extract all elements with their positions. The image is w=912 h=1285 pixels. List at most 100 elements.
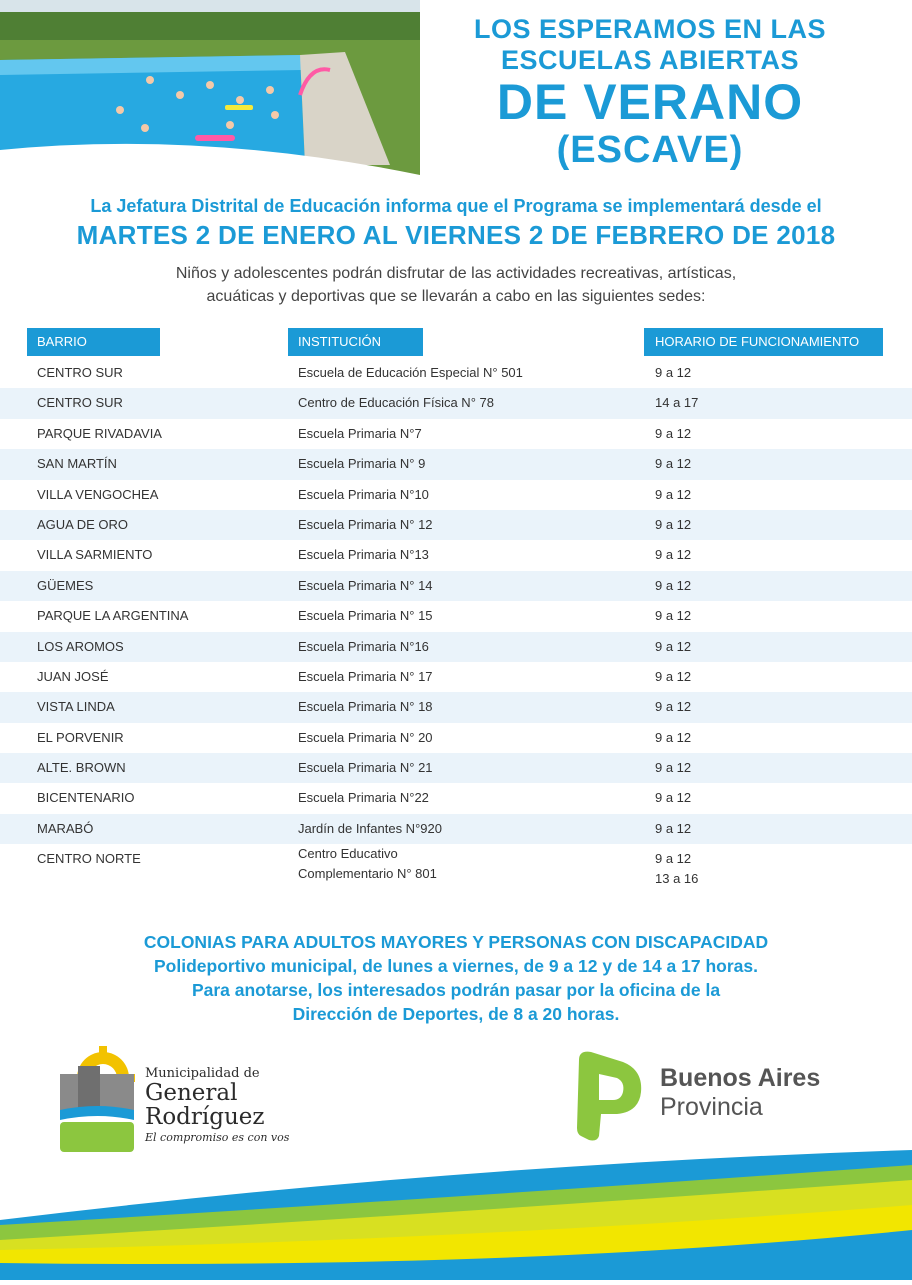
ba-line-1: Buenos Aires xyxy=(660,1064,821,1092)
decorative-waves xyxy=(0,1145,912,1280)
muni-line-2: General xyxy=(145,1080,238,1106)
cell-horario: 9 a 12 xyxy=(655,699,692,715)
table-row: JUAN JOSÉ Escuela Primaria N° 17 9 a 12 xyxy=(0,662,912,692)
cell-institucion: Escuela Primaria N°10 xyxy=(298,486,429,502)
colonias-notice: COLONIAS PARA ADULTOS MAYORES Y PERSONAS… xyxy=(0,930,912,1026)
cell-institucion: Centro de Educación Física N° 78 xyxy=(298,395,494,411)
colonias-line-4: Dirección de Deportes, de 8 a 20 horas. xyxy=(292,1004,620,1024)
cell-institucion: Escuela de Educación Especial N° 501 xyxy=(298,365,523,380)
title-line-3: DE VERANO xyxy=(496,74,804,130)
cell-institucion: Escuela Primaria N° 21 xyxy=(298,760,433,776)
table-row: VILLA SARMIENTO Escuela Primaria N°13 9 a … xyxy=(0,540,912,570)
pool-photo xyxy=(0,0,420,175)
cell-barrio: VILLA VENGOCHEA xyxy=(37,486,159,502)
cell-institucion-line-2: Complementario N° 801 xyxy=(298,866,437,882)
muni-slogan: El compromiso es con vos xyxy=(145,1131,290,1144)
muni-line-3: Rodríguez xyxy=(145,1104,265,1130)
cell-institucion: Escuela Primaria N° 17 xyxy=(298,668,433,684)
cell-horario: 9 a 12 xyxy=(655,608,692,624)
table-row: CENTRO SUR Escuela de Educación Especial … xyxy=(0,358,912,388)
cell-institucion: Escuela Primaria N° 9 xyxy=(298,456,426,472)
cell-horario: 9 a 12 xyxy=(655,638,692,654)
cell-institucion: Escuela Primaria N° 12 xyxy=(298,516,433,532)
cell-barrio: CENTRO NORTE xyxy=(37,851,141,867)
cell-horario: 14 a 17 xyxy=(655,395,699,411)
cell-barrio: ALTE. BROWN xyxy=(37,760,126,776)
description-line-2: acuáticas y deportivas que se llevarán a… xyxy=(206,288,706,305)
cell-barrio: MARABÓ xyxy=(37,820,94,836)
cell-barrio: BICENTENARIO xyxy=(37,790,135,806)
cell-horario: 9 a 12 xyxy=(655,790,692,806)
colonias-line-1: COLONIAS PARA ADULTOS MAYORES Y PERSONAS… xyxy=(143,932,769,952)
table-row: GÜEMES Escuela Primaria N° 14 9 a 12 xyxy=(0,570,912,602)
cell-institucion-line-1: Centro Educativo xyxy=(298,846,398,862)
cell-horario: 9 a 12 xyxy=(655,729,692,745)
table-row: LOS AROMOS Escuela Primaria N°16 9 a 12 xyxy=(0,631,912,662)
intro-text: La Jefatura Distrital de Educación infor… xyxy=(90,196,822,216)
cell-horario: 9 a 12 xyxy=(655,668,692,684)
main-title: LOS ESPERAMOS EN LAS ESCUELAS ABIERTAS D… xyxy=(440,14,860,172)
cell-institucion: Escuela Primaria N° 20 xyxy=(298,729,433,745)
cell-institucion: Escuela Primaria N°22 xyxy=(298,790,429,806)
header-horario: HORARIO DE FUNCIONAMIENTO xyxy=(644,328,883,356)
ba-line-2: Provincia xyxy=(660,1093,763,1121)
cell-barrio: JUAN JOSÉ xyxy=(37,668,109,684)
header-institucion: INSTITUCIÓN xyxy=(288,328,423,356)
buenos-aires-name: Buenos Aires Provincia xyxy=(660,1064,820,1122)
cell-institucion: Escuela Primaria N°16 xyxy=(298,638,429,654)
cell-horario: 9 a 12 xyxy=(655,760,692,776)
cell-institucion: Escuela Primaria N° 14 xyxy=(298,577,433,593)
title-line-2: ESCUELAS ABIERTAS xyxy=(500,45,800,75)
cell-horario: 9 a 12 xyxy=(655,577,692,593)
cell-barrio: CENTRO SUR xyxy=(37,395,123,411)
municipalidad-name: Municipalidad de General Rodríguez El co… xyxy=(145,1066,289,1144)
muni-line-1: Municipalidad de xyxy=(145,1066,260,1081)
table-row: VISTA LINDA Escuela Primaria N° 18 9 a 12 xyxy=(0,692,912,723)
cell-barrio: PARQUE LA ARGENTINA xyxy=(37,608,189,624)
sedes-table: CENTRO SUR Escuela de Educación Especial … xyxy=(0,358,912,894)
cell-institucion: Escuela Primaria N° 15 xyxy=(298,608,433,624)
cell-barrio: CENTRO SUR xyxy=(37,365,123,380)
table-row: EL PORVENIR Escuela Primaria N° 20 9 a 12 xyxy=(0,723,912,753)
title-line-1: LOS ESPERAMOS EN LAS xyxy=(473,14,827,44)
cell-barrio: PARQUE RIVADAVIA xyxy=(37,425,162,441)
municipalidad-logo xyxy=(58,1046,298,1156)
header-barrio: BARRIO xyxy=(27,328,160,356)
cell-horario: 9 a 12 xyxy=(655,851,692,867)
cell-barrio: SAN MARTÍN xyxy=(37,456,117,472)
program-dates: MARTES 2 DE ENERO AL VIERNES 2 DE FEBRER… xyxy=(76,220,836,250)
table-row: PARQUE LA ARGENTINA Escuela Primaria N° 1… xyxy=(0,601,912,631)
cell-institucion: Escuela Primaria N° 18 xyxy=(298,699,433,715)
title-line-4: (ESCAVE) xyxy=(556,129,744,171)
cell-institucion: Escuela Primaria N°7 xyxy=(298,425,422,441)
table-row: AGUA DE ORO Escuela Primaria N° 12 9 a 12 xyxy=(0,509,912,541)
cell-institucion: Jardín de Infantes N°920 xyxy=(298,820,442,836)
cell-barrio: EL PORVENIR xyxy=(37,729,124,745)
cell-horario: 9 a 12 xyxy=(655,516,692,532)
table-row: SAN MARTÍN Escuela Primaria N° 9 9 a 12 xyxy=(0,449,912,480)
cell-barrio: LOS AROMOS xyxy=(37,638,124,654)
cell-barrio: VISTA LINDA xyxy=(37,699,115,715)
cell-institucion: Escuela Primaria N°13 xyxy=(298,547,429,563)
description-line-1: Niños y adolescentes podrán disfrutar de… xyxy=(175,265,737,282)
cell-horario: 9 a 12 xyxy=(655,486,692,502)
cell-barrio: GÜEMES xyxy=(37,577,94,593)
description: Niños y adolescentes podrán disfrutar de… xyxy=(0,262,912,308)
cell-barrio: AGUA DE ORO xyxy=(37,516,129,532)
cell-horario: 9 a 12 xyxy=(655,425,692,441)
cell-horario: 9 a 12 xyxy=(655,820,692,836)
cell-horario: 9 a 12 xyxy=(655,365,692,380)
colonias-line-3: Para anotarse, los interesados podrán pa… xyxy=(191,980,721,1000)
colonias-line-2: Polideportivo municipal, de lunes a vier… xyxy=(154,956,758,976)
cell-horario: 9 a 12 xyxy=(655,547,692,563)
cell-institucion: Centro Educativo Complementario N° 801 xyxy=(298,844,437,884)
table-row: CENTRO SUR Centro de Educación Física N° … xyxy=(0,388,912,419)
table-row: MARABÓ Jardín de Infantes N°920 9 a 12 xyxy=(0,813,912,845)
cell-horario-2: 13 a 16 xyxy=(655,871,699,887)
cell-horario: 9 a 12 xyxy=(655,456,692,472)
table-row: BICENTENARIO Escuela Primaria N°22 9 a 12 xyxy=(0,783,912,813)
buenos-aires-logo xyxy=(573,1048,651,1148)
table-row: ALTE. BROWN Escuela Primaria N° 21 9 a 12 xyxy=(0,753,912,784)
cell-barrio: VILLA SARMIENTO xyxy=(37,547,153,563)
table-row: VILLA VENGOCHEA Escuela Primaria N°10 9 a … xyxy=(0,480,912,510)
